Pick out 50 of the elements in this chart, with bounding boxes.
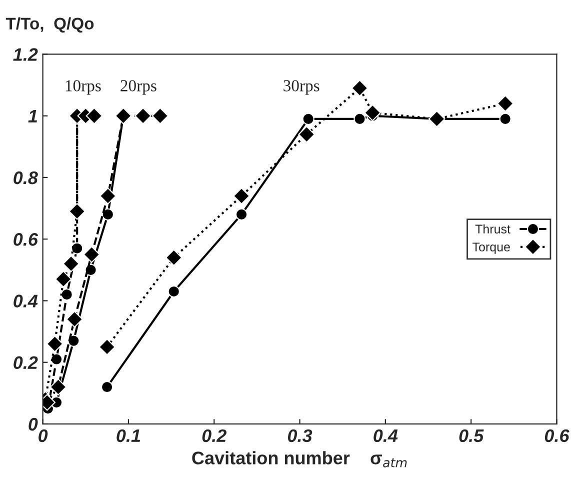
point [50, 353, 63, 366]
annotation: 30rps [284, 80, 320, 95]
annotation: 10rps [66, 80, 101, 95]
point [68, 334, 80, 347]
point [98, 338, 116, 356]
point [165, 249, 182, 266]
y-tick-label: 1 [28, 110, 37, 122]
point [68, 202, 86, 220]
x-tick-label: 0.3 [288, 429, 312, 442]
x-tick-label: 0.1 [116, 429, 140, 442]
x-tick-label: 0.2 [202, 429, 226, 442]
point [60, 288, 73, 301]
point [83, 246, 100, 263]
x-axis-title: Cavitation number σ$_{atm}$ [192, 451, 407, 468]
point [86, 107, 103, 124]
point [496, 95, 514, 112]
point [499, 112, 512, 126]
point [55, 270, 72, 288]
y-tick-label: 0.4 [14, 294, 38, 308]
point [100, 380, 114, 394]
point [235, 208, 248, 221]
y-tick-label: 0.6 [14, 233, 38, 246]
point [302, 112, 314, 126]
x-tick-label: 0.4 [374, 429, 398, 442]
point [71, 242, 84, 254]
annotation: 20rps [120, 80, 156, 95]
y-axis-title: T/To, Q/Qo [6, 17, 94, 33]
point [46, 335, 64, 352]
point [152, 107, 169, 124]
point [102, 208, 114, 221]
point [233, 188, 250, 204]
point [66, 310, 83, 328]
point [100, 188, 116, 204]
point [134, 107, 152, 124]
x-tick-label: 0 [38, 429, 48, 442]
y-tick-label: 1.2 [13, 48, 38, 61]
y-tick-label: 0 [28, 418, 38, 431]
point [351, 80, 368, 96]
point [62, 255, 80, 272]
x-tick-label: 0.6 [544, 429, 570, 442]
point [298, 126, 316, 143]
x-tick-label: 0.5 [459, 429, 484, 442]
point [364, 104, 381, 122]
y-tick-label: 0.2 [14, 356, 38, 370]
point [354, 112, 366, 126]
legend-label: Thrust [475, 224, 510, 234]
y-tick-label: 0.8 [14, 171, 38, 184]
point [50, 378, 67, 396]
point [168, 285, 180, 298]
legend-label: Torque [472, 242, 510, 254]
